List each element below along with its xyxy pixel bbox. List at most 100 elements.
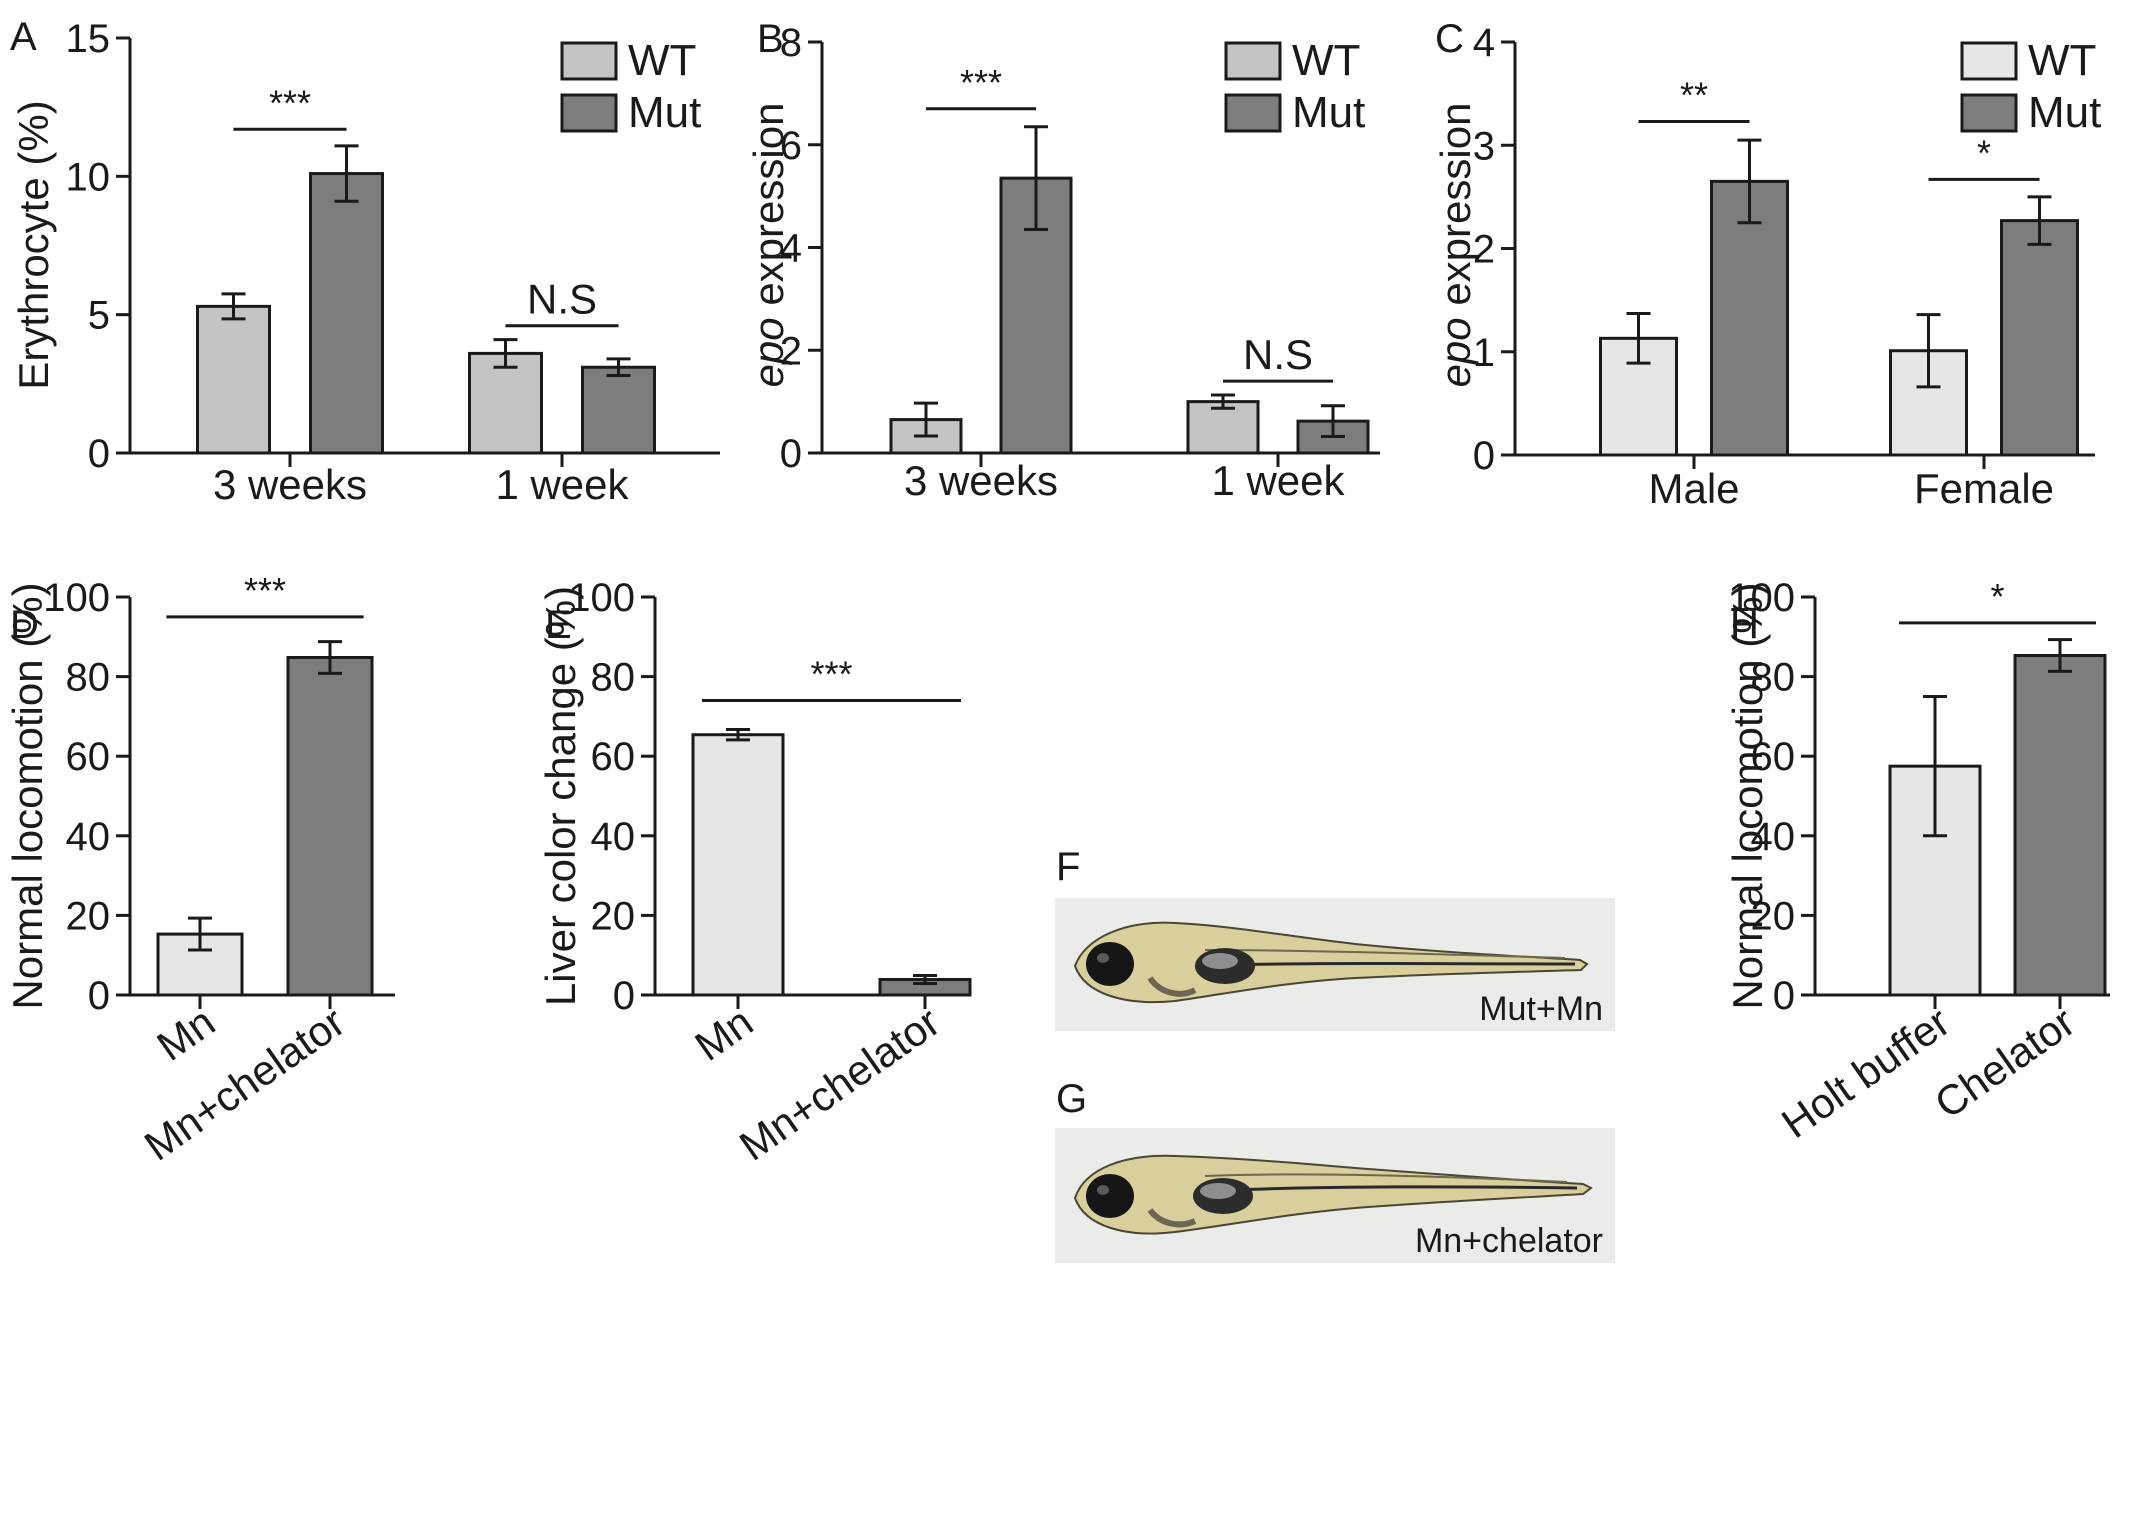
x-tick-label: Mn+chelator xyxy=(731,998,948,1170)
bar xyxy=(468,351,543,455)
legend-swatch xyxy=(1224,93,1282,133)
significance-label: *** xyxy=(244,570,286,611)
panel-letter: H xyxy=(1730,603,1759,647)
y-tick-label: 100 xyxy=(43,576,110,620)
significance-label: ** xyxy=(1680,75,1708,116)
y-tick-label: 20 xyxy=(591,894,636,938)
x-tick-label: 3 weeks xyxy=(213,461,367,508)
bar xyxy=(309,172,384,455)
y-tick-label: 3 xyxy=(1473,124,1495,168)
panel-letter: E xyxy=(545,603,572,647)
panel-b-chart: B 0 2 4 6 8 epo expression 3 weeks 1 week *** N.S W… xyxy=(745,17,1380,504)
x-tick-label: Chelator xyxy=(1926,998,2083,1128)
y-tick-label: 100 xyxy=(1728,576,1795,620)
y-tick-label: 100 xyxy=(568,576,635,620)
y-axis-label: epo expression xyxy=(1432,103,1479,388)
y-axis-label: epo expression xyxy=(745,103,792,388)
y-tick-label: 15 xyxy=(66,17,111,61)
panel-letter: A xyxy=(10,15,37,59)
panel-f-photo: F Mut+Mn xyxy=(1055,845,1615,1031)
y-tick-label: 0 xyxy=(780,432,802,476)
photo-caption: Mn+chelator xyxy=(1415,1222,1603,1260)
bar xyxy=(2000,219,2079,457)
panel-letter: B xyxy=(757,17,784,61)
legend-label: Mut xyxy=(628,88,701,137)
y-tick-label: 5 xyxy=(88,294,110,338)
y-tick-label: 80 xyxy=(591,656,636,700)
x-tick-label: Holt buffer xyxy=(1773,998,1958,1147)
y-tick-label: 20 xyxy=(1751,894,1796,938)
significance-label: * xyxy=(1977,132,1991,173)
significance-label: *** xyxy=(960,62,1002,103)
y-tick-label: 2 xyxy=(780,329,802,373)
bar xyxy=(581,365,656,455)
y-tick-label: 60 xyxy=(1751,735,1796,779)
photo-caption: Mut+Mn xyxy=(1479,990,1603,1028)
y-axis-label: Liver color change (%) xyxy=(537,586,584,1006)
legend-swatch xyxy=(1224,41,1282,81)
y-axis-label: Normal locomotion (%) xyxy=(4,582,51,1009)
significance-label: N.S xyxy=(527,276,597,323)
significance-label: *** xyxy=(810,653,852,694)
y-axis-label-rest: expression xyxy=(745,103,792,318)
panel-letter: G xyxy=(1056,1077,1087,1121)
legend-swatch xyxy=(1960,41,2018,81)
y-tick-label: 40 xyxy=(1751,815,1796,859)
legend-swatch xyxy=(1960,93,2018,133)
panel-letter: F xyxy=(1056,845,1080,889)
y-axis-label-italic: epo xyxy=(745,317,792,387)
y-tick-label: 0 xyxy=(1773,974,1795,1018)
significance-label: * xyxy=(1990,576,2004,617)
zebrafish-larva-image xyxy=(1073,1154,1593,1235)
y-tick-label: 0 xyxy=(1473,434,1495,478)
x-tick-label: 1 week xyxy=(495,461,629,508)
y-tick-label: 4 xyxy=(780,227,802,271)
y-axis-label-italic: epo xyxy=(1432,317,1479,387)
y-axis-label: Normal locomotion (%) xyxy=(1724,582,1771,1009)
y-tick-label: 40 xyxy=(66,815,111,859)
y-tick-label: 0 xyxy=(613,974,635,1018)
x-tick-label: Female xyxy=(1914,465,2054,512)
legend-label: WT xyxy=(1292,36,1360,85)
legend-swatch xyxy=(560,93,618,133)
bar xyxy=(286,655,374,997)
y-axis-label: Erythrocyte (%) xyxy=(10,100,57,389)
legend-label: WT xyxy=(2028,36,2096,85)
y-tick-label: 0 xyxy=(88,432,110,476)
panel-g-photo: G Mn+chelator xyxy=(1055,1077,1615,1263)
bar xyxy=(196,304,271,455)
y-tick-label: 4 xyxy=(1473,21,1495,65)
legend-swatch xyxy=(560,41,618,81)
zebrafish-larva-image xyxy=(1073,921,1589,1004)
panel-letter: D xyxy=(10,603,39,647)
significance-label: *** xyxy=(269,82,311,123)
x-tick-label: Mn xyxy=(148,998,223,1070)
bar xyxy=(2013,654,2107,997)
x-tick-label: 3 weeks xyxy=(904,457,1058,504)
y-tick-label: 6 xyxy=(780,124,802,168)
y-tick-label: 40 xyxy=(591,815,636,859)
y-tick-label: 1 xyxy=(1473,331,1495,375)
y-tick-label: 80 xyxy=(1751,656,1796,700)
x-tick-label: Mn xyxy=(686,998,761,1070)
significance-label: N.S xyxy=(1243,331,1313,378)
y-tick-label: 60 xyxy=(66,735,111,779)
legend-label: WT xyxy=(628,36,696,85)
legend-label: Mut xyxy=(1292,88,1365,137)
y-tick-label: 20 xyxy=(66,894,111,938)
bar xyxy=(691,733,785,997)
y-tick-label: 0 xyxy=(88,974,110,1018)
legend-label: Mut xyxy=(2028,88,2101,137)
x-tick-label: Male xyxy=(1648,465,1739,512)
bar xyxy=(1710,179,1789,457)
y-tick-label: 10 xyxy=(66,155,111,199)
y-tick-label: 8 xyxy=(780,21,802,65)
